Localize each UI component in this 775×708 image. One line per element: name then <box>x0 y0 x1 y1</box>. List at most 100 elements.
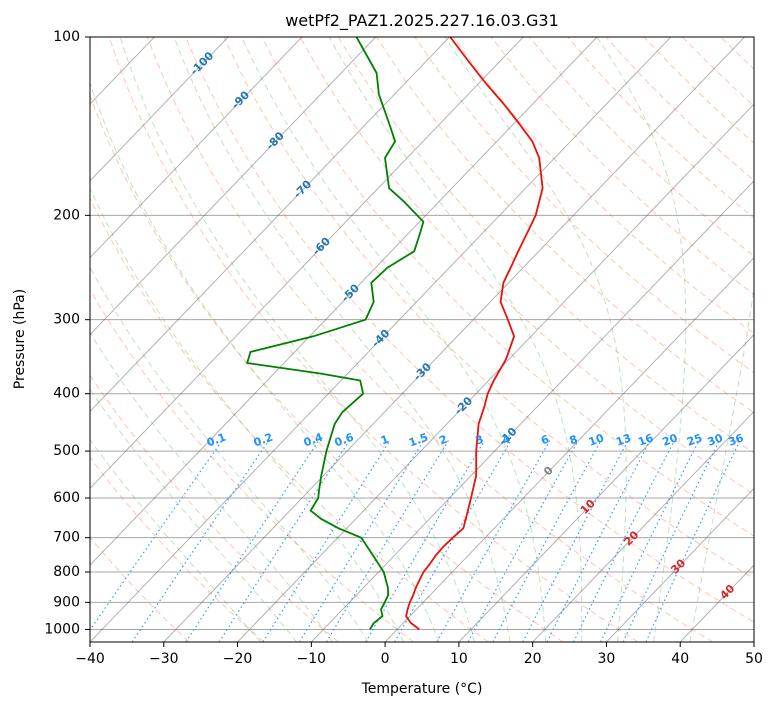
dry-adiabat <box>452 37 754 334</box>
isotherm-grid-line <box>90 37 377 336</box>
mixing-ratio-label: 20 <box>661 431 680 449</box>
mixing-ratio-label: 16 <box>636 431 655 449</box>
y-axis-label: Pressure (hPa) <box>12 289 28 389</box>
dry-adiabat <box>90 93 564 642</box>
y-tick-label: 500 <box>53 443 80 459</box>
dry-adiabat <box>90 374 339 642</box>
isotherm-grid-line <box>310 180 754 642</box>
moist-adiabat <box>90 388 297 642</box>
dry-adiabat <box>261 37 754 537</box>
mixing-ratio-line <box>436 440 551 642</box>
mixing-ratio-line <box>492 440 602 642</box>
mixing-ratio-line <box>546 440 651 642</box>
moist-adiabat <box>119 37 475 642</box>
mixing-ratio-label: 0.1 <box>205 431 228 450</box>
dry-adiabat <box>185 37 754 623</box>
x-tick-label: 50 <box>745 651 763 667</box>
y-tick-label: 900 <box>53 594 80 610</box>
isotherm-grid-line <box>237 103 754 642</box>
mixing-ratio-label: 2 <box>437 433 449 448</box>
mixing-ratio-line <box>299 440 425 642</box>
isotherm-grid-line <box>532 410 754 642</box>
x-tick-label: −10 <box>297 651 327 667</box>
dry-adiabat <box>759 37 775 642</box>
mixing-ratio-label: 10 <box>587 431 606 449</box>
dry-adiabat <box>376 37 754 414</box>
isotherm-grid-line <box>163 37 745 642</box>
dry-adiabat <box>490 37 754 296</box>
dry-adiabat <box>108 37 639 642</box>
mixing-ratio-label: 0.6 <box>333 431 356 450</box>
y-axis-ticks: 100 200 300 400 500 600 700 800 900 1000 <box>44 29 90 637</box>
mixing-ratio-label: 13 <box>614 431 633 448</box>
mixing-ratio-line <box>572 440 675 642</box>
y-tick-label: 1000 <box>44 621 80 637</box>
isotherm-grid-line <box>90 37 303 259</box>
moist-adiabat <box>173 37 511 642</box>
y-tick-label: 200 <box>53 207 80 223</box>
mixing-ratio-label: 1.5 <box>407 431 430 450</box>
profile-traces <box>246 37 544 631</box>
dry-adiabat <box>146 37 713 642</box>
isotherm-grid-line <box>90 37 450 413</box>
mixing-ratio-line <box>185 440 320 642</box>
mixing-ratio-label: 1 <box>379 433 391 448</box>
dry-adiabat <box>299 37 754 495</box>
plot-area-background <box>90 37 754 642</box>
plot-frame <box>89 36 755 643</box>
x-tick-label: 30 <box>598 651 616 667</box>
moist-adiabat <box>90 81 440 642</box>
isotherm-grid-line <box>90 37 598 566</box>
y-tick-label: 700 <box>53 530 80 546</box>
mixing-ratio-line <box>325 440 449 642</box>
mixing-ratio-line <box>394 440 512 642</box>
moist-adiabat <box>241 37 547 642</box>
mixing-ratio-label: 36 <box>727 431 746 449</box>
dry-adiabat <box>337 37 754 454</box>
dewpoint-trace <box>246 37 425 630</box>
grid-lines <box>0 37 754 642</box>
x-tick-label: 20 <box>524 651 542 667</box>
x-tick-label: −30 <box>149 651 179 667</box>
mixing-ratio-label: 6 <box>539 433 551 448</box>
isotherm-grid-line <box>606 487 754 642</box>
dry-adiabat <box>414 37 754 374</box>
isotherm-grid-line <box>458 333 754 642</box>
y-tick-label: 100 <box>53 29 80 45</box>
moist-adiabat <box>444 37 627 642</box>
y-tick-label: 400 <box>53 386 80 402</box>
x-tick-label: −40 <box>75 651 105 667</box>
dry-adiabat <box>90 288 414 642</box>
dry-adiabat <box>223 37 754 580</box>
isotherm-grid-line <box>90 37 672 642</box>
mixing-ratio-label: 0.2 <box>252 431 275 450</box>
x-tick-label: 40 <box>671 651 689 667</box>
isotherm-grid-line <box>90 37 524 490</box>
mixing-ratio-line <box>522 440 629 642</box>
x-axis-label: Temperature (°C) <box>361 681 483 697</box>
mixing-ratio-label: 0.4 <box>302 430 325 449</box>
moist-adiabat <box>689 284 754 642</box>
mixing-ratio-label: 3 <box>474 433 486 448</box>
moist-adiabat <box>328 37 583 642</box>
y-tick-label: 600 <box>53 490 80 506</box>
moist-adiabat <box>90 438 261 642</box>
isotherm-grid-line <box>0 37 7 642</box>
x-axis-ticks: −40 −30 −20 −10 0 10 20 30 40 50 <box>75 642 763 667</box>
isotherm-grid-line <box>90 37 229 182</box>
y-tick-label: 800 <box>53 564 80 580</box>
isotherm-grid-line <box>384 257 754 642</box>
mixing-ratio-line <box>622 440 720 642</box>
mixing-ratio-label: 30 <box>706 431 725 449</box>
temperature-trace <box>405 37 544 631</box>
background-lines <box>90 37 775 642</box>
mixing-ratio-line <box>467 440 579 642</box>
x-tick-label: 0 <box>381 651 390 667</box>
x-tick-label: 10 <box>450 651 468 667</box>
x-tick-label: −20 <box>223 651 253 667</box>
moist-adiabat <box>90 266 369 642</box>
mixing-ratio-label: 8 <box>568 433 580 448</box>
moist-adiabat <box>596 37 687 642</box>
mixing-ratio-label: 25 <box>685 431 704 448</box>
